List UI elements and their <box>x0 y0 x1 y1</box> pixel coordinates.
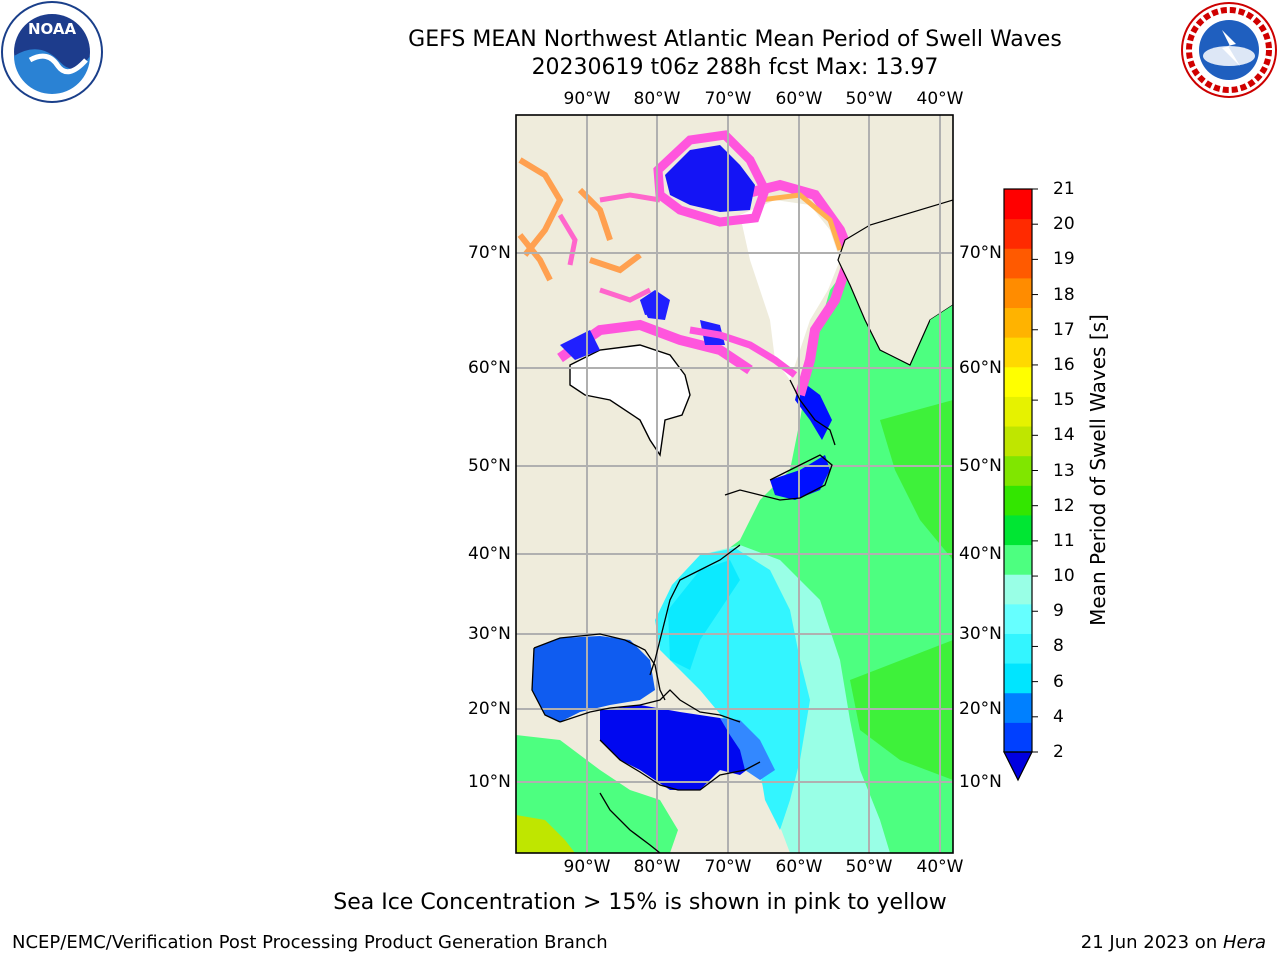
lat-label-right: 40°N <box>959 544 1002 564</box>
lon-label-top: 90°W <box>563 89 611 109</box>
colorbar-tick-label: 14 <box>1053 425 1075 446</box>
lat-label-left: 50°N <box>468 456 511 476</box>
colorbar-tick-label: 19 <box>1053 249 1075 270</box>
map-content <box>516 115 953 853</box>
ice-edge-baffin-orange <box>759 192 843 251</box>
lon-label-top: 70°W <box>704 89 752 109</box>
colorbar-tick-label: 11 <box>1053 530 1075 551</box>
lon-label-bottom: 60°W <box>775 857 823 877</box>
colorbar-segment <box>1004 455 1032 486</box>
lat-label-left: 40°N <box>468 544 511 564</box>
colorbar-tick-label: 18 <box>1053 284 1075 305</box>
colorbar-tick-label: 12 <box>1053 495 1075 516</box>
lon-label-bottom: 80°W <box>633 857 681 877</box>
colorbar-segment <box>1004 277 1032 309</box>
lat-label-right: 20°N <box>959 699 1002 719</box>
lat-label-right: 30°N <box>959 624 1002 644</box>
svg-text:NOAA: NOAA <box>28 20 77 38</box>
colorbar-tick-label: 8 <box>1053 636 1064 657</box>
lon-label-top: 60°W <box>775 89 823 109</box>
ice-archipelago-pink <box>557 192 661 303</box>
coastlines <box>531 379 836 853</box>
colorbar-segment <box>1004 574 1032 605</box>
ocean-pacific-yellowgreen <box>516 815 575 853</box>
footer-date-text: 21 Jun 2023 on <box>1080 932 1223 953</box>
colorbar <box>1003 188 1038 782</box>
lon-label-bottom: 40°W <box>916 857 964 877</box>
footer-host: Hera <box>1222 932 1266 953</box>
map-title: GEFS MEAN Northwest Atlantic Mean Period… <box>408 27 1062 52</box>
colorbar-segment <box>1004 485 1032 516</box>
colorbar-segment <box>1004 633 1032 664</box>
lat-label-right: 50°N <box>959 456 1002 476</box>
lat-label-right: 70°N <box>959 243 1002 263</box>
lat-label-left: 20°N <box>468 699 511 719</box>
ocean-gulf-stream-cyan <box>668 560 740 670</box>
ocean-pacific-southwest <box>516 735 678 853</box>
colorbar-segment <box>1004 396 1032 427</box>
map-frame <box>515 114 954 854</box>
lon-label-top: 80°W <box>633 89 681 109</box>
lat-label-right: 10°N <box>959 772 1002 792</box>
colorbar-tick-label: 17 <box>1053 319 1075 340</box>
colorbar-tick-label: 20 <box>1053 214 1075 235</box>
colorbar-segment <box>1004 663 1032 694</box>
map-graticule <box>516 115 953 853</box>
colorbar-segment <box>1004 218 1032 249</box>
lat-label-left: 10°N <box>468 772 511 792</box>
colorbar-segment <box>1004 307 1032 338</box>
lat-label-left: 70°N <box>468 243 511 263</box>
colorbar-tick-label: 2 <box>1053 742 1064 762</box>
ocean-caribbean-east <box>720 718 775 780</box>
lon-label-bottom: 90°W <box>563 857 611 877</box>
colorbar-segment <box>1004 366 1032 397</box>
colorbar-segment <box>1004 426 1032 457</box>
lon-label-top: 50°W <box>845 89 893 109</box>
colorbar-segment <box>1004 603 1032 634</box>
colorbar-segment <box>1004 337 1032 368</box>
ice-archipelago <box>517 157 642 282</box>
footer-producer: NCEP/EMC/Verification Post Processing Pr… <box>12 932 608 953</box>
colorbar-tick-label: 15 <box>1053 390 1075 411</box>
lat-label-left: 30°N <box>468 624 511 644</box>
lon-label-top: 40°W <box>916 89 964 109</box>
nws-logo <box>1181 2 1277 98</box>
ocean-darker-green-east <box>880 400 953 560</box>
ocean-greenland-east <box>930 305 953 370</box>
lon-label-bottom: 70°W <box>704 857 752 877</box>
sea-ice-note: Sea Ice Concentration > 15% is shown in … <box>333 890 947 915</box>
colorbar-segment <box>1004 248 1032 279</box>
map-subtitle: 20230619 t06z 288h fcst Max: 13.97 <box>531 55 939 80</box>
colorbar-under-arrow <box>1003 751 1033 782</box>
baffin-bay <box>740 200 840 380</box>
colorbar-segment <box>1004 722 1032 753</box>
colorbar-segment <box>1004 544 1032 575</box>
ice-edge-arctic <box>653 130 770 227</box>
colorbar-tick-label: 4 <box>1053 706 1064 727</box>
hudson-bay <box>569 344 691 457</box>
colorbar-tick-label: 16 <box>1053 354 1075 375</box>
colorbar-segment <box>1004 692 1032 723</box>
colorbar-tick-label: 6 <box>1053 671 1064 692</box>
noaa-logo: NOAA <box>1 1 103 103</box>
colorbar-tick-label: 9 <box>1053 601 1064 622</box>
ice-blue-arctic <box>665 145 755 212</box>
colorbar-tick-label: 13 <box>1053 460 1075 481</box>
footer-date: 21 Jun 2023 on Hera <box>1081 932 1266 953</box>
colorbar-tick-label: 21 <box>1053 179 1075 199</box>
lon-label-bottom: 50°W <box>845 857 893 877</box>
land-greenland <box>837 199 953 366</box>
lat-label-right: 60°N <box>959 358 1002 378</box>
ocean-gulf-of-mexico <box>532 636 655 722</box>
ice-edge-hudson <box>557 319 753 375</box>
ocean-caribbean-sea <box>600 705 760 790</box>
ice-hudson-strait <box>689 326 798 378</box>
colorbar-segment <box>1004 189 1032 220</box>
colorbar-tick-label: 10 <box>1053 566 1075 587</box>
lat-label-left: 60°N <box>468 358 511 378</box>
colorbar-title: Mean Period of Swell Waves [s] <box>1086 314 1110 626</box>
colorbar-segment <box>1004 514 1032 546</box>
